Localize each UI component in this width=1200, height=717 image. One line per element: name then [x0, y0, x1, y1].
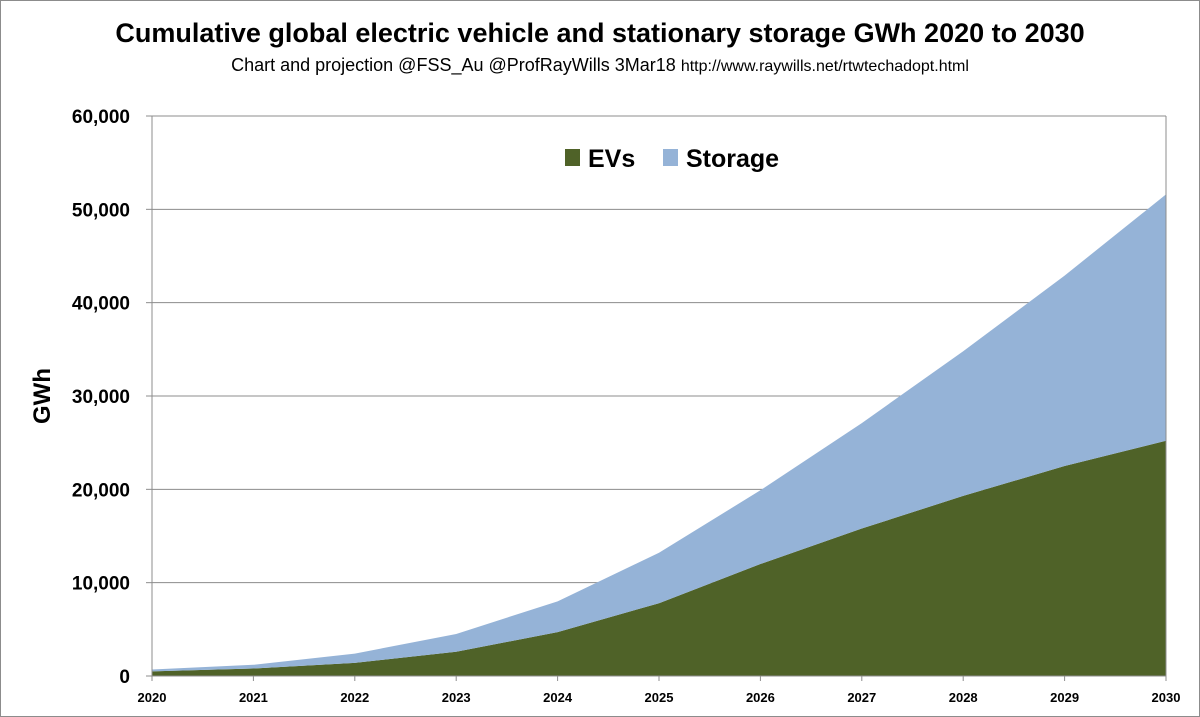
point-storage-2025 [657, 551, 661, 555]
y-tick-label-10,000: 10,000 [72, 574, 130, 595]
x-tick-label-2022: 2022 [340, 690, 369, 705]
x-tick-label-2026: 2026 [746, 690, 775, 705]
x-tick-label-2023: 2023 [442, 690, 471, 705]
x-tick-label-2028: 2028 [949, 690, 978, 705]
y-axis-label: GWh [29, 368, 56, 424]
chart-title: Cumulative global electric vehicle and s… [115, 18, 1085, 48]
point-storage-2024 [556, 599, 560, 603]
legend-label-storage: Storage [686, 145, 779, 173]
legend-swatch-evs [565, 149, 580, 166]
y-tick-label-30,000: 30,000 [72, 387, 130, 408]
x-tick-label-2024: 2024 [543, 690, 573, 705]
legend-swatch-storage [663, 149, 678, 166]
point-storage-2029 [1063, 274, 1067, 278]
x-tick-label-2021: 2021 [239, 690, 268, 705]
subtitle-text: Chart and projection @FSS_Au @ProfRayWil… [231, 55, 676, 75]
point-storage-2023 [454, 632, 458, 636]
x-tick-label-2020: 2020 [138, 690, 167, 705]
y-tick-label-0: 0 [119, 667, 130, 688]
area-storage [152, 194, 1166, 672]
y-tick-label-60,000: 60,000 [72, 107, 130, 128]
point-storage-2022 [353, 652, 357, 656]
point-storage-2028 [961, 349, 965, 353]
x-tick-label-2030: 2030 [1152, 690, 1181, 705]
y-tick-label-40,000: 40,000 [72, 294, 130, 315]
point-storage-2026 [758, 488, 762, 492]
x-tick-label-2029: 2029 [1050, 690, 1079, 705]
x-tick-label-2025: 2025 [645, 690, 674, 705]
y-tick-label-20,000: 20,000 [72, 480, 130, 501]
subtitle-url: http://www.raywills.net/rtwtechadopt.htm… [680, 58, 969, 75]
legend-label-evs: EVs [588, 145, 635, 173]
point-storage-2021 [251, 663, 255, 667]
y-tick-label-50,000: 50,000 [72, 200, 130, 221]
area-evs [152, 440, 1166, 676]
chart-subtitle: Chart and projection @FSS_Au @ProfRayWil… [0, 55, 1200, 76]
point-storage-2027 [860, 421, 864, 425]
x-tick-label-2027: 2027 [847, 690, 876, 705]
